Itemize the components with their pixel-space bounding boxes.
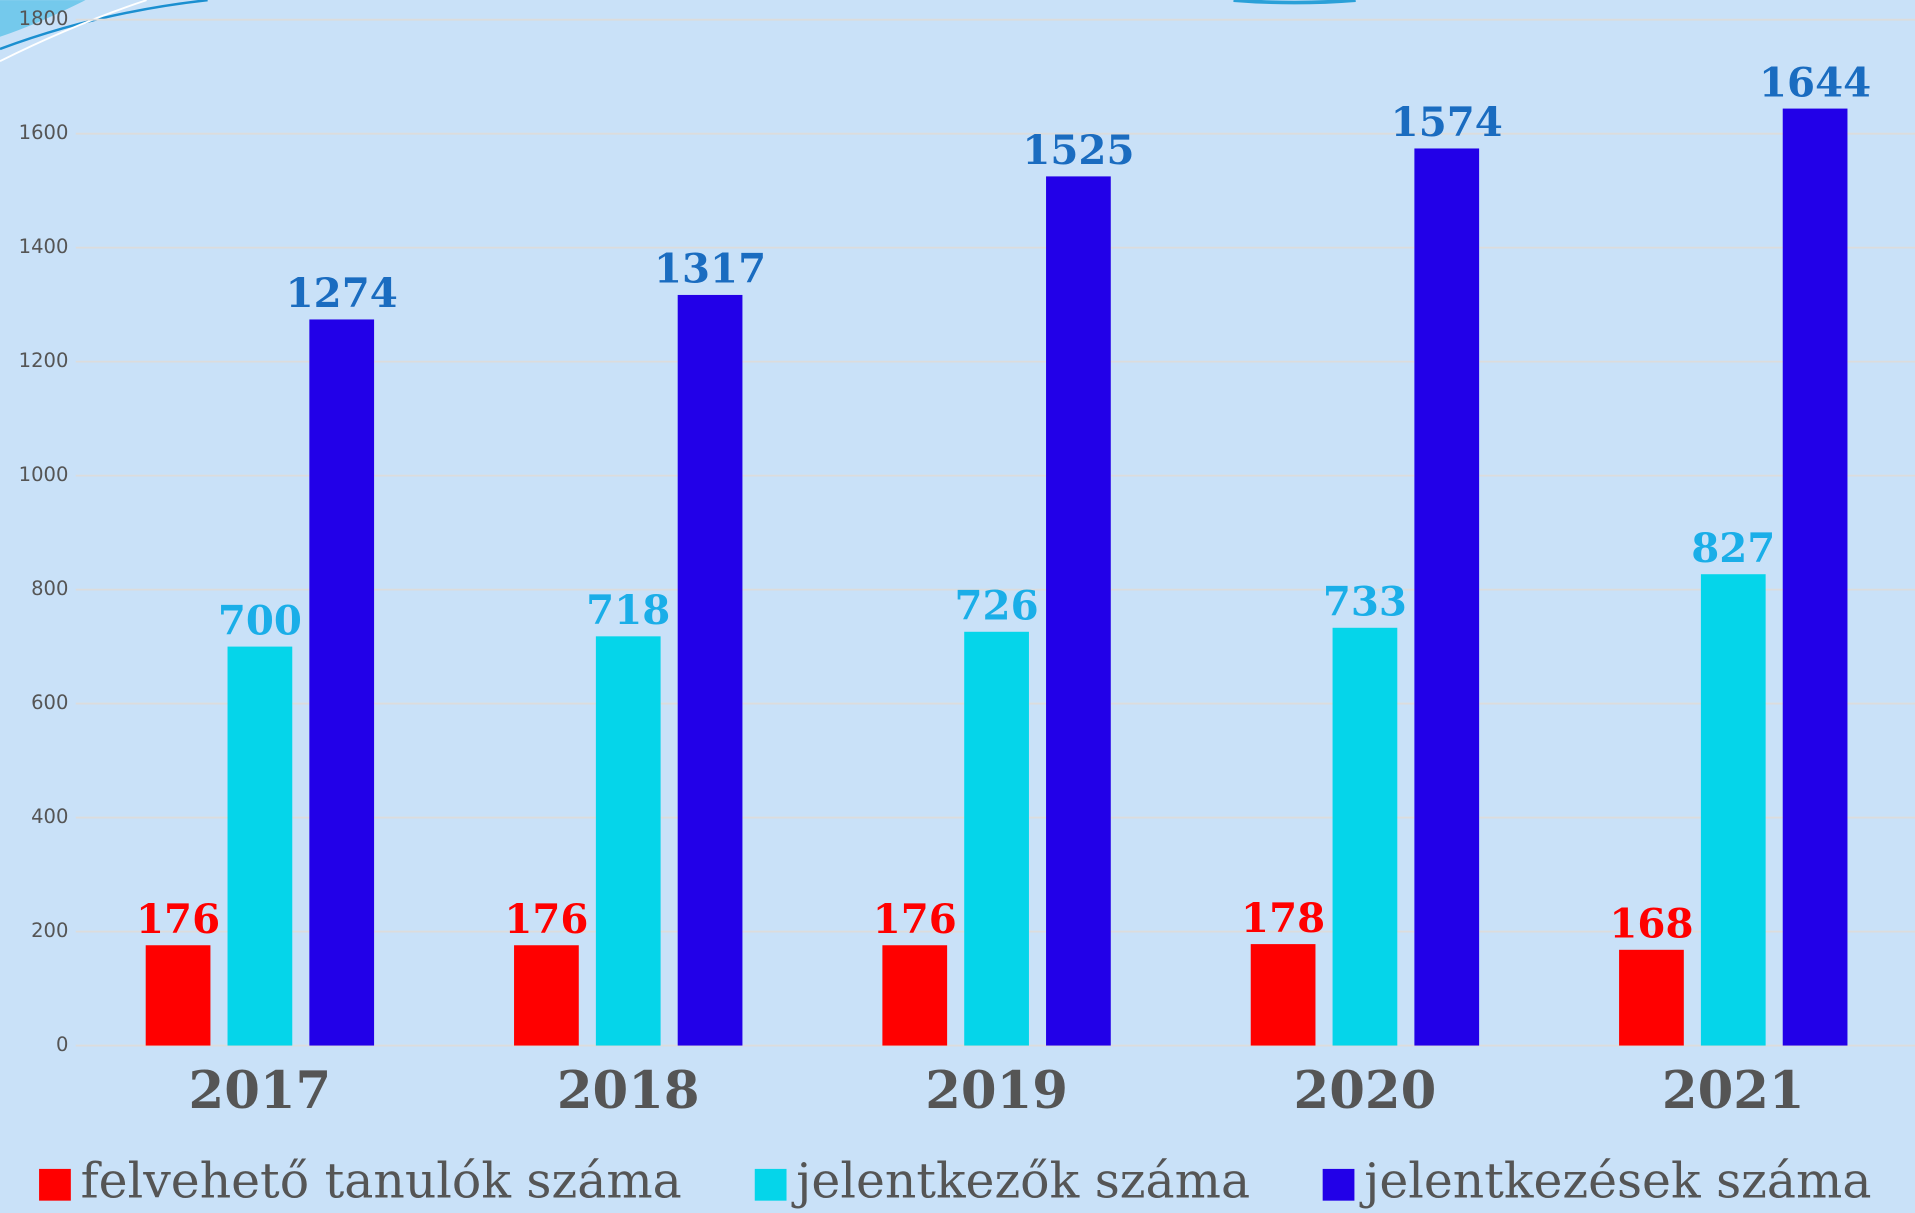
- value-label: 176: [873, 895, 957, 943]
- y-tick-label: 1600: [19, 121, 69, 144]
- value-label: 1525: [1022, 126, 1134, 174]
- value-label: 718: [586, 586, 670, 634]
- bar: [309, 319, 374, 1045]
- value-label: 168: [1609, 900, 1693, 948]
- y-tick-label: 400: [31, 805, 68, 828]
- bar: [882, 945, 947, 1045]
- legend-swatch: [1323, 1169, 1355, 1201]
- x-tick-label: 2017: [189, 1061, 332, 1121]
- bar: [1333, 628, 1398, 1046]
- y-tick-label: 1200: [19, 349, 69, 372]
- bar: [964, 632, 1029, 1046]
- bar: [228, 647, 293, 1046]
- y-tick-label: 1400: [19, 235, 69, 258]
- legend-swatch: [39, 1169, 71, 1201]
- bar: [1251, 944, 1316, 1045]
- x-tick-label: 2018: [557, 1061, 700, 1121]
- legend-label: jelentkezők száma: [791, 1152, 1250, 1209]
- y-tick-label: 1000: [19, 463, 69, 486]
- legend-label: jelentkezések száma: [1359, 1152, 1871, 1209]
- bar: [678, 295, 743, 1046]
- bar: [146, 945, 211, 1045]
- bar: [1414, 148, 1479, 1045]
- value-label: 700: [218, 596, 302, 644]
- bar: [1619, 950, 1684, 1046]
- value-label: 1274: [286, 269, 398, 317]
- x-tick-label: 2019: [925, 1061, 1068, 1121]
- bar: [596, 636, 661, 1045]
- y-tick-label: 800: [31, 577, 68, 600]
- bar: [1046, 176, 1111, 1045]
- x-tick-label: 2021: [1662, 1061, 1805, 1121]
- value-label: 827: [1691, 524, 1775, 572]
- x-tick-label: 2020: [1294, 1061, 1437, 1121]
- value-label: 733: [1323, 578, 1407, 626]
- bar: [1701, 574, 1766, 1045]
- y-tick-label: 1800: [19, 7, 69, 30]
- value-label: 1574: [1391, 98, 1503, 146]
- bar: [514, 945, 579, 1045]
- value-label: 1644: [1759, 58, 1871, 106]
- value-label: 726: [955, 582, 1039, 630]
- y-tick-label: 200: [31, 919, 68, 942]
- value-label: 178: [1241, 894, 1325, 942]
- legend-swatch: [755, 1169, 787, 1201]
- bar: [1783, 109, 1848, 1046]
- y-tick-label: 0: [56, 1033, 68, 1056]
- chart: 0 200 400 600 800 1000 1200 1400 1600 1800 2017 176…: [0, 0, 1915, 1213]
- value-label: 1317: [654, 245, 766, 293]
- y-tick-label: 600: [31, 691, 68, 714]
- legend-label: felvehető tanulók száma: [81, 1152, 682, 1209]
- value-label: 176: [504, 895, 588, 943]
- value-label: 176: [136, 895, 220, 943]
